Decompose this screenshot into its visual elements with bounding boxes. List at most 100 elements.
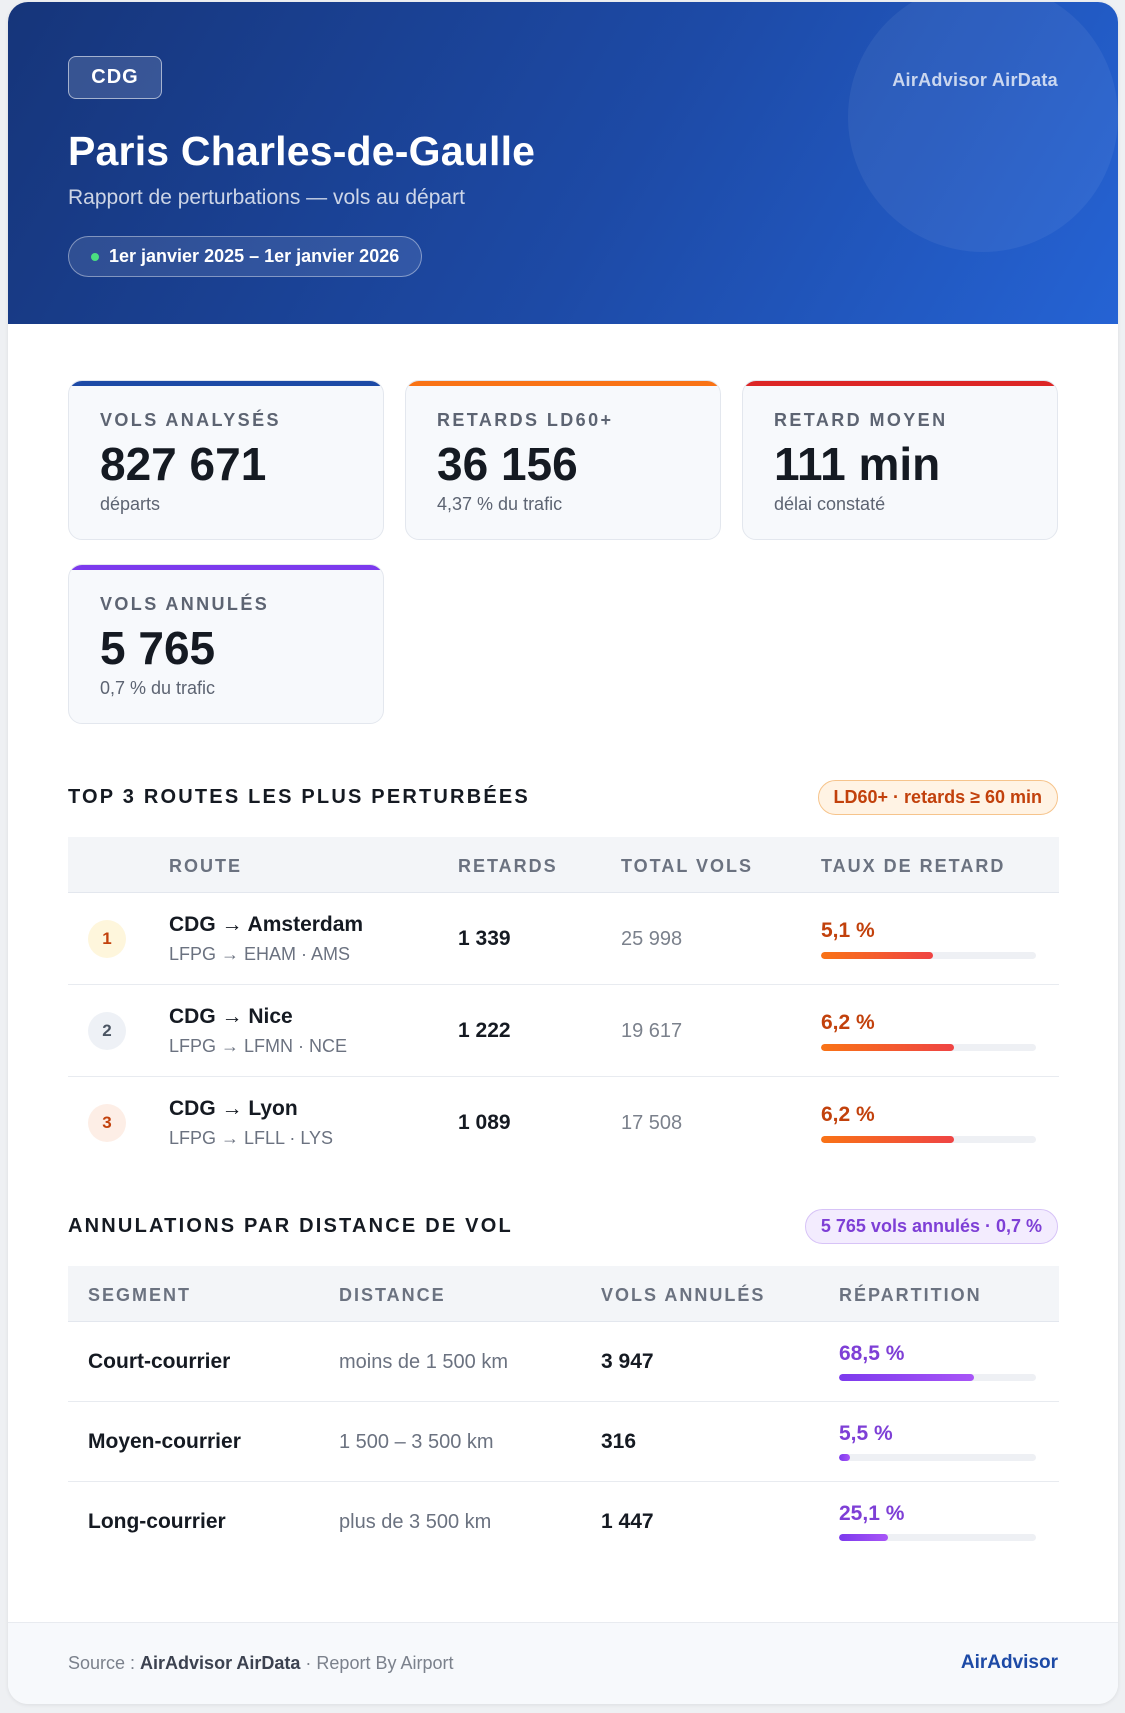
source-name: AirAdvisor AirData (140, 1653, 301, 1673)
column-header-total: TOTAL VOLS (621, 856, 754, 876)
table-row: Moyen-courrier 1 500 – 3 500 km 316 5,5 … (68, 1402, 1059, 1482)
table-row: 2 CDG → Nice LFPG → LFMN · NCE 1 222 19 … (68, 985, 1059, 1077)
total-flights-value: 19 617 (621, 1020, 683, 1042)
routes-table: ROUTE RETARDS TOTAL VOLS TAUX DE RETARD … (68, 837, 1059, 1169)
route-codes: LFPG → EHAM · AMS (169, 944, 351, 964)
rank-badge: 3 (88, 1104, 126, 1142)
delays-value: 1 089 (458, 1111, 511, 1134)
kpi-subtext: départs (100, 494, 161, 514)
share-bar-fill (839, 1454, 850, 1461)
delay-rate-bar (821, 952, 1036, 959)
route-name: CDG → Nice (169, 1005, 293, 1028)
decorative-circle (848, 2, 1118, 252)
kpi-subtext: 0,7 % du trafic (100, 678, 216, 698)
distance-value: plus de 3 500 km (339, 1511, 492, 1533)
total-flights-value: 25 998 (621, 928, 683, 950)
cancelled-value: 316 (601, 1430, 637, 1453)
segment-name: Long-courrier (88, 1510, 226, 1533)
route-name: CDG → Amsterdam (169, 913, 364, 936)
kpi-card-delays: RETARDS LD60+ 36 156 4,37 % du trafic (405, 380, 721, 540)
footer-brand: AirAdvisor (960, 1652, 1058, 1673)
routes-badge: LD60+ · retards ≥ 60 min (817, 780, 1058, 815)
share-bar-fill (839, 1374, 974, 1381)
kpi-label: VOLS ANALYSÉS (100, 410, 281, 430)
source-suffix: · Report By Airport (300, 1653, 454, 1673)
kpi-card-avg-delay: RETARD MOYEN 111 min délai constaté (742, 380, 1058, 540)
cancellations-table: SEGMENT DISTANCE VOLS ANNULÉS RÉPARTITIO… (68, 1266, 1059, 1562)
segment-name: Court-courrier (88, 1350, 231, 1373)
rank-badge: 2 (88, 1012, 126, 1050)
kpi-accent-bar (406, 381, 720, 386)
table-row: 3 CDG → Lyon LFPG → LFLL · LYS 1 089 17 … (68, 1077, 1059, 1169)
cancellations-section-title: ANNULATIONS PAR DISTANCE DE VOL (68, 1215, 513, 1237)
route-codes: LFPG → LFLL · LYS (169, 1128, 334, 1148)
delay-rate-bar (821, 1044, 1036, 1051)
airport-code-badge: CDG (68, 56, 162, 99)
column-header-delays: RETARDS (458, 856, 558, 876)
table-header: ROUTE RETARDS TOTAL VOLS TAUX DE RETARD (68, 837, 1059, 893)
distance-value: 1 500 – 3 500 km (339, 1431, 494, 1453)
share-bar (839, 1454, 1036, 1461)
footer-source: Source : AirAdvisor AirData · Report By … (68, 1653, 453, 1674)
kpi-accent-bar (69, 565, 383, 570)
page-title: Paris Charles-de-Gaulle (68, 128, 536, 174)
delay-rate-bar-fill (821, 1044, 955, 1051)
delays-value: 1 222 (458, 1019, 511, 1042)
table-header: SEGMENT DISTANCE VOLS ANNULÉS RÉPARTITIO… (68, 1266, 1059, 1322)
kpi-subtext: délai constaté (774, 494, 886, 514)
kpi-value: 36 156 (437, 438, 578, 490)
share-bar-fill (839, 1534, 889, 1541)
column-header-share: RÉPARTITION (839, 1285, 982, 1305)
table-row: Long-courrier plus de 3 500 km 1 447 25,… (68, 1482, 1059, 1562)
kpi-label: VOLS ANNULÉS (100, 594, 270, 614)
status-dot-icon (91, 253, 99, 261)
kpi-card-cancelled: VOLS ANNULÉS 5 765 0,7 % du trafic (68, 564, 384, 724)
delay-rate-value: 6,2 % (821, 1011, 875, 1034)
cancelled-value: 3 947 (601, 1350, 654, 1373)
brand-label: AirAdvisor AirData (892, 70, 1058, 90)
kpi-value: 827 671 (100, 438, 267, 490)
source-prefix: Source : (68, 1653, 141, 1673)
column-header-cancelled: VOLS ANNULÉS (601, 1285, 766, 1305)
delay-rate-bar-fill (821, 952, 933, 959)
delay-rate-value: 6,2 % (821, 1103, 875, 1126)
column-header-route: ROUTE (169, 856, 242, 876)
table-row: 1 CDG → Amsterdam LFPG → EHAM · AMS 1 33… (68, 893, 1059, 985)
column-header-rate: TAUX DE RETARD (821, 856, 1006, 876)
delay-rate-bar-fill (821, 1136, 955, 1143)
kpi-label: RETARD MOYEN (774, 410, 948, 430)
share-value: 25,1 % (839, 1502, 905, 1525)
cancelled-value: 1 447 (601, 1510, 654, 1533)
column-header-distance: DISTANCE (339, 1285, 446, 1305)
report-card: CDG AirAdvisor AirData Paris Charles-de-… (8, 2, 1118, 1704)
kpi-accent-bar (69, 381, 383, 386)
rank-badge: 1 (88, 920, 126, 958)
kpi-accent-bar (743, 381, 1057, 386)
segment-name: Moyen-courrier (88, 1430, 241, 1453)
delay-rate-bar (821, 1136, 1036, 1143)
kpi-subtext: 4,37 % du trafic (437, 494, 563, 514)
kpi-card-flights: VOLS ANALYSÉS 827 671 départs (68, 380, 384, 540)
cancellations-badge: 5 765 vols annulés · 0,7 % (804, 1209, 1058, 1244)
footer: Source : AirAdvisor AirData · Report By … (8, 1622, 1118, 1704)
column-header-segment: SEGMENT (88, 1285, 192, 1305)
header-banner: CDG AirAdvisor AirData Paris Charles-de-… (8, 2, 1118, 324)
share-value: 68,5 % (839, 1342, 905, 1365)
page-subtitle: Rapport de perturbations — vols au dépar… (68, 186, 465, 209)
table-row: Court-courrier moins de 1 500 km 3 947 6… (68, 1322, 1059, 1402)
share-value: 5,5 % (839, 1422, 893, 1445)
delays-value: 1 339 (458, 927, 511, 950)
distance-value: moins de 1 500 km (339, 1351, 508, 1373)
routes-section-title: TOP 3 ROUTES LES PLUS PERTURBÉES (68, 786, 530, 808)
delay-rate-value: 5,1 % (821, 919, 875, 942)
route-codes: LFPG → LFMN · NCE (169, 1036, 348, 1056)
date-range-pill: 1er janvier 2025 – 1er janvier 2026 (68, 236, 423, 277)
share-bar (839, 1534, 1036, 1541)
total-flights-value: 17 508 (621, 1112, 683, 1134)
kpi-value: 111 min (774, 438, 941, 490)
share-bar (839, 1374, 1036, 1381)
kpi-value: 5 765 (100, 622, 216, 674)
date-range-text: 1er janvier 2025 – 1er janvier 2026 (109, 246, 400, 266)
kpi-label: RETARDS LD60+ (437, 410, 614, 430)
route-name: CDG → Lyon (169, 1097, 298, 1120)
